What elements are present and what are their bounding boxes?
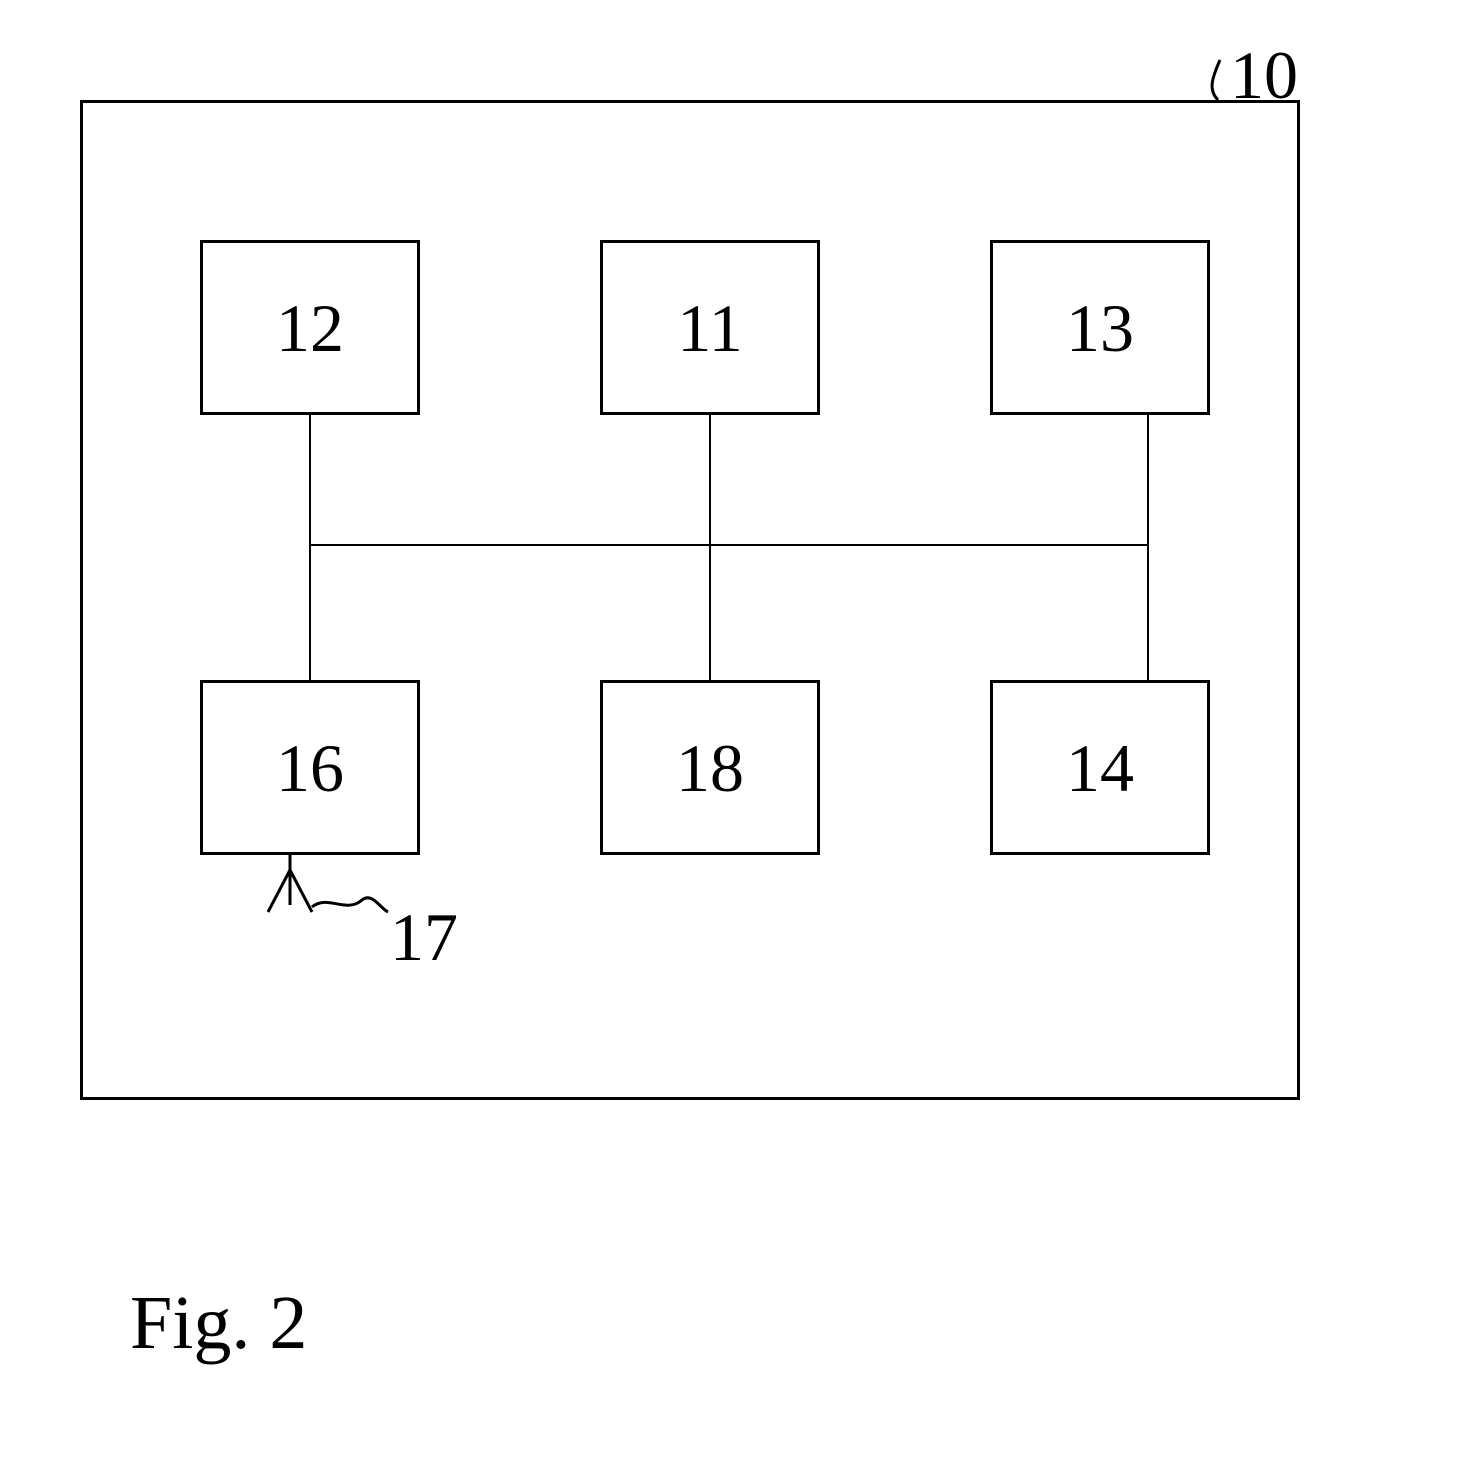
- diagram-canvas: 12 11 13 16 18 14 10 17 Fig. 2: [0, 0, 1462, 1481]
- block-16-label: 16: [276, 734, 344, 802]
- block-14: 14: [990, 680, 1210, 855]
- block-11: 11: [600, 240, 820, 415]
- block-11-label: 11: [677, 294, 742, 362]
- block-12: 12: [200, 240, 420, 415]
- outer-box-label: 10: [1230, 36, 1298, 115]
- block-18-label: 18: [676, 734, 744, 802]
- block-13-label: 13: [1066, 294, 1134, 362]
- figure-caption: Fig. 2: [130, 1280, 307, 1367]
- block-13: 13: [990, 240, 1210, 415]
- block-14-label: 14: [1066, 734, 1134, 802]
- block-12-label: 12: [276, 294, 344, 362]
- block-16: 16: [200, 680, 420, 855]
- antenna-label: 17: [390, 898, 458, 977]
- block-18: 18: [600, 680, 820, 855]
